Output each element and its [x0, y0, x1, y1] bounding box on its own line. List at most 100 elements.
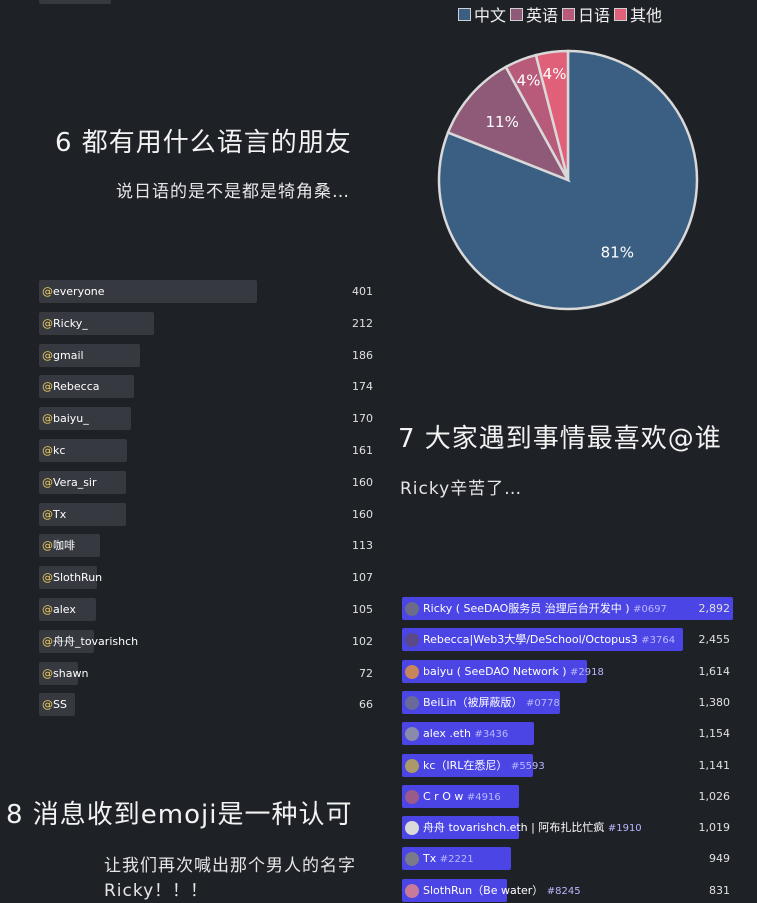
pie-legend: 中文 英语 日语 其他 [458, 2, 666, 26]
mention-bar [39, 343, 141, 367]
mention-value: 66 [359, 698, 373, 712]
reaction-value: 2,455 [698, 633, 731, 647]
mention-bar [39, 407, 132, 431]
legend-swatch-1 [510, 8, 524, 21]
mention-value: 401 [352, 285, 373, 298]
reaction-user-tag: #0778 [526, 697, 560, 709]
legend-swatch-2 [562, 8, 576, 21]
avatar-icon [405, 883, 419, 898]
legend-label-2: 日语 [578, 6, 611, 25]
avatar-icon [405, 821, 419, 836]
mention-bar [39, 502, 126, 526]
mention-value: 160 [352, 507, 373, 521]
mention-value: 174 [352, 380, 373, 394]
section8-title: 8 消息收到emoji是一种认可 [6, 800, 353, 830]
reaction-user-tag: #3764 [641, 635, 676, 647]
reaction-bar [402, 784, 520, 808]
avatar-icon [405, 664, 419, 679]
reaction-label: SlothRun（Be water） #8245 [405, 879, 581, 903]
section7-subtitle: Ricky辛苦了… [400, 479, 523, 499]
mention-value: 113 [352, 539, 373, 553]
reaction-value: 1,380 [698, 695, 731, 709]
mention-label: @gmail [42, 348, 84, 362]
mention-value: 105 [352, 603, 373, 616]
pie-label-0: 81% [601, 244, 634, 262]
reaction-user-tag: #3436 [474, 729, 509, 741]
reaction-value: 831 [709, 883, 730, 897]
reaction-value: 1,141 [698, 758, 731, 772]
mention-label: @咖啡 [42, 539, 75, 553]
mention-label: @Ricky_ [42, 316, 88, 330]
reaction-label: C r O w #4916 [405, 785, 501, 809]
pie-label-2: 4% [517, 71, 541, 89]
reaction-label: Rebecca|Web3大學/DeSchool/Octopus3 #3764 [405, 628, 675, 652]
language-pie-chart: 81% 11% 4% 4% [437, 49, 699, 311]
mention-value: 170 [352, 412, 373, 426]
reaction-value: 1,614 [698, 664, 731, 678]
reaction-label: Ricky ( SeeDAO服务员 治理后台开发中 ) #0697 [405, 597, 667, 621]
reaction-bar [402, 722, 535, 746]
legend-swatch-3 [614, 8, 628, 21]
reaction-username: baiyu ( SeeDAO Network ) [423, 664, 571, 678]
reaction-username: 舟舟 tovarishch.eth | 阿布扎比忙疯 [423, 821, 608, 835]
mention-bar [39, 566, 98, 590]
reaction-label: Tx #2221 [405, 847, 474, 871]
avatar-icon [405, 695, 419, 710]
reaction-value: 1,026 [698, 789, 731, 803]
mention-label: @Rebecca [42, 380, 100, 394]
reaction-value: 1,019 [698, 821, 731, 835]
mention-bar [39, 661, 79, 685]
reaction-username: Ricky ( SeeDAO服务员 治理后台开发中 ) [423, 602, 634, 615]
legend-item-3: 其他 [614, 2, 662, 26]
pie-slice-1 [446, 65, 571, 183]
reaction-bar [402, 816, 519, 840]
reaction-username: Rebecca|Web3大學/DeSchool/Octopus3 [423, 633, 642, 647]
mention-value: 186 [352, 348, 373, 362]
mention-bar [39, 598, 97, 621]
reaction-bar [402, 659, 587, 683]
reaction-user-tag: #1910 [607, 823, 642, 835]
mention-bar [39, 470, 126, 494]
section8-subtitle-line2: Ricky！！！ [104, 881, 209, 901]
mention-bar [39, 693, 75, 717]
mention-label: @SS [42, 698, 67, 712]
reaction-username: SlothRun（Be water） [423, 883, 547, 897]
mention-value: 212 [352, 316, 373, 330]
legend-label-3: 其他 [630, 6, 663, 25]
reaction-label: 舟舟 tovarishch.eth | 阿布扎比忙疯 #1910 [405, 816, 642, 840]
reaction-label: BeiLin（被屏蔽版） #0778 [405, 691, 560, 715]
reaction-value: 2,892 [698, 602, 731, 615]
mention-label: @Tx [42, 507, 67, 521]
mention-bar [39, 629, 95, 653]
reaction-username: alex .eth [423, 727, 475, 741]
avatar-icon [405, 758, 419, 773]
mention-value: 72 [359, 666, 373, 680]
reaction-label: kc（IRL在悉尼） #5593 [405, 754, 545, 778]
mention-label: @SlothRun [42, 571, 103, 585]
reaction-bar [402, 753, 533, 777]
reaction-username: C r O w [423, 789, 467, 803]
legend-label-0: 中文 [474, 6, 507, 25]
mention-label: @Vera_sir [42, 475, 97, 489]
mention-label: @shawn [42, 666, 89, 680]
mention-value: 161 [352, 444, 373, 457]
mention-bar [39, 280, 257, 303]
section6-title: 6 都有用什么语言的朋友 [55, 128, 352, 158]
mention-value: 102 [352, 634, 373, 648]
legend-item-1: 英语 [510, 2, 558, 26]
reaction-bar [402, 878, 507, 902]
reaction-bar [402, 847, 511, 871]
mention-label: @kc [42, 444, 66, 457]
reaction-bar [402, 628, 683, 652]
reaction-label: alex .eth #3436 [405, 722, 508, 746]
reaction-bar [402, 690, 560, 714]
section6-subtitle: 说日语的是不是都是犄角桑… [116, 182, 350, 202]
reaction-user-tag: #4916 [466, 791, 501, 803]
avatar-icon [405, 789, 419, 804]
mention-label: @舟舟_tovarishch [42, 634, 139, 648]
pie-label-3: 4% [543, 65, 567, 83]
reaction-user-tag: #0697 [633, 604, 667, 615]
mention-label: @alex [42, 603, 76, 616]
reaction-label: baiyu ( SeeDAO Network ) #2918 [405, 660, 604, 684]
mention-bar [39, 311, 155, 335]
